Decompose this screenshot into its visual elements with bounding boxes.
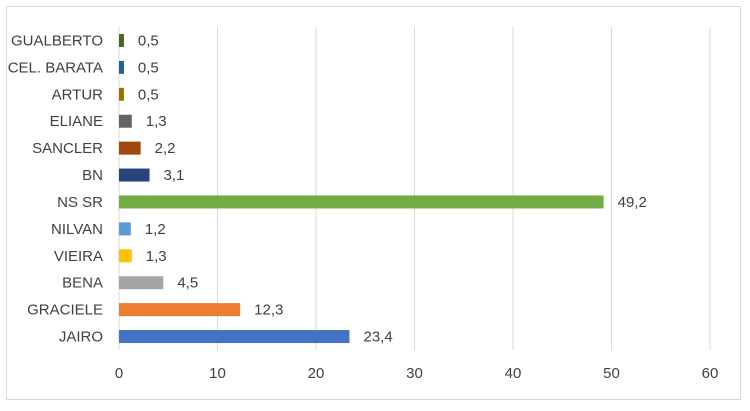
category-label-cel-barata: CEL. BARATA <box>8 59 103 76</box>
data-label-bn: 3,1 <box>164 167 185 184</box>
bar-vieira <box>119 249 132 263</box>
x-tick-label-30: 30 <box>406 365 423 382</box>
x-tick-label-60: 60 <box>702 365 719 382</box>
data-label-artur: 0,5 <box>138 86 159 103</box>
category-label-gualberto: GUALBERTO <box>11 32 103 49</box>
category-label-eliane: ELIANE <box>50 113 103 130</box>
data-label-gualberto: 0,5 <box>138 32 159 49</box>
gridlines <box>118 27 711 350</box>
bar-graciele <box>119 303 241 317</box>
category-label-graciele: GRACIELE <box>27 302 103 319</box>
data-label-bena: 4,5 <box>177 275 198 292</box>
data-label-eliane: 1,3 <box>146 113 167 130</box>
bar-sancler <box>119 141 141 155</box>
data-labels: 23,4 12,3 4,5 1,3 1,2 49,2 3,1 2,2 1,3 0,5 0,5 0,5 <box>138 32 647 345</box>
bar-gualberto <box>119 33 124 47</box>
data-label-sancler: 2,2 <box>155 140 176 157</box>
x-tick-label-10: 10 <box>209 365 226 382</box>
x-tick-label-50: 50 <box>603 365 620 382</box>
data-label-vieira: 1,3 <box>146 248 167 265</box>
data-label-nilvan: 1,2 <box>145 221 166 238</box>
bar-nilvan <box>119 222 131 236</box>
category-labels: JAIRO GRACIELE BENA VIEIRA NILVAN NS SR BN SANC… <box>8 32 103 345</box>
data-label-jairo: 23,4 <box>363 329 392 346</box>
category-label-nilvan: NILVAN <box>51 221 103 238</box>
bar-cel-barata <box>119 60 124 74</box>
category-label-sancler: SANCLER <box>32 140 103 157</box>
x-tick-label-20: 20 <box>308 365 325 382</box>
category-label-vieira: VIEIRA <box>54 248 103 265</box>
bar-jairo <box>119 330 350 344</box>
bar-ns-sr <box>119 195 604 209</box>
bar-bn <box>119 168 150 182</box>
data-label-graciele: 12,3 <box>254 302 283 319</box>
category-label-jairo: JAIRO <box>59 329 103 346</box>
bar-artur <box>119 87 124 101</box>
x-tick-label-40: 40 <box>505 365 522 382</box>
category-label-artur: ARTUR <box>52 86 104 103</box>
bars <box>119 33 604 344</box>
x-tick-label-0: 0 <box>115 365 123 382</box>
bar-eliane <box>119 114 132 128</box>
category-label-ns-sr: NS SR <box>57 194 103 211</box>
category-label-bn: BN <box>82 167 103 184</box>
x-axis-tick-labels: 0 10 20 30 40 50 60 <box>115 365 719 382</box>
data-label-cel-barata: 0,5 <box>138 59 159 76</box>
bar-bena <box>119 276 164 290</box>
category-label-bena: BENA <box>62 275 103 292</box>
data-label-ns-sr: 49,2 <box>618 194 647 211</box>
